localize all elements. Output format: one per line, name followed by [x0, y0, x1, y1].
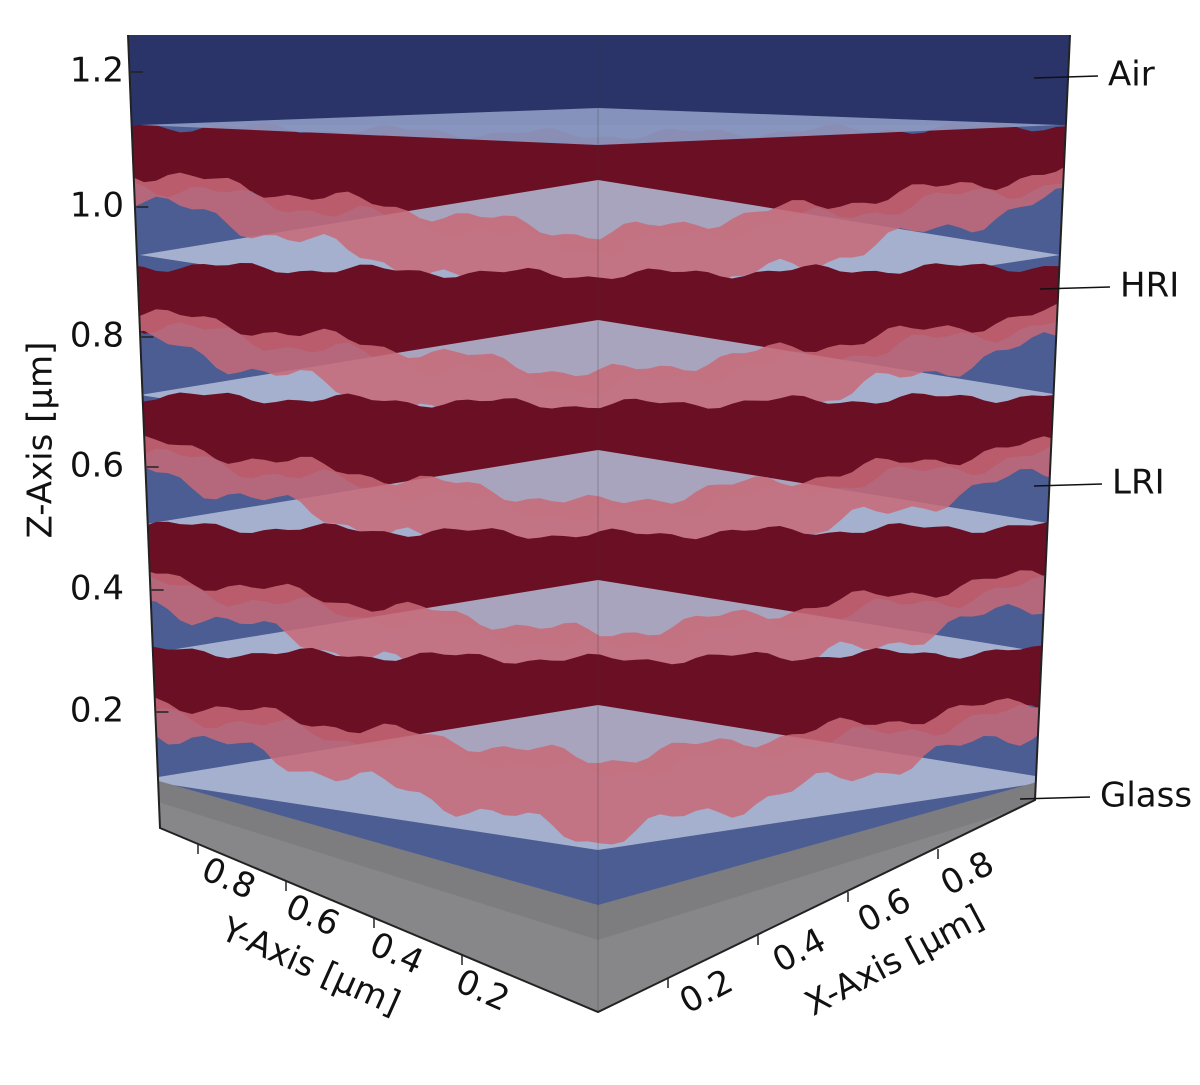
hri-surface	[128, 303, 1070, 451]
z-tick-label: 0.6	[70, 446, 124, 486]
x-tick-label: 0.8	[934, 843, 1001, 904]
layer-label: HRI	[1120, 266, 1179, 306]
hri-surface	[128, 435, 1070, 587]
x-tick-label: 0.4	[766, 920, 833, 981]
z-axis-label: Z-Axis [µm]	[21, 342, 61, 539]
sheets	[128, 108, 1070, 850]
hri-surface	[128, 689, 1070, 845]
box-edges	[127, 34, 1071, 1014]
z-tick-label: 1.2	[70, 51, 124, 91]
leader-line	[1019, 796, 1091, 800]
layer-label: Glass	[1100, 776, 1192, 816]
light-sheet	[140, 108, 1060, 145]
layer-stack	[128, 35, 1070, 1012]
hri-surface	[128, 562, 1070, 719]
z-tick-label: 1.0	[70, 186, 124, 226]
layer-label: LRI	[1112, 463, 1165, 503]
z-tick-label: 0.2	[70, 691, 124, 731]
leader-line	[1033, 75, 1099, 79]
hri-surface	[128, 160, 1070, 315]
z-tick-label: 0.4	[70, 569, 124, 609]
leader-line	[1033, 483, 1103, 487]
z-tick-label: 0.8	[70, 316, 124, 356]
layer-label: Air	[1108, 55, 1155, 95]
leader-line	[1039, 286, 1111, 290]
